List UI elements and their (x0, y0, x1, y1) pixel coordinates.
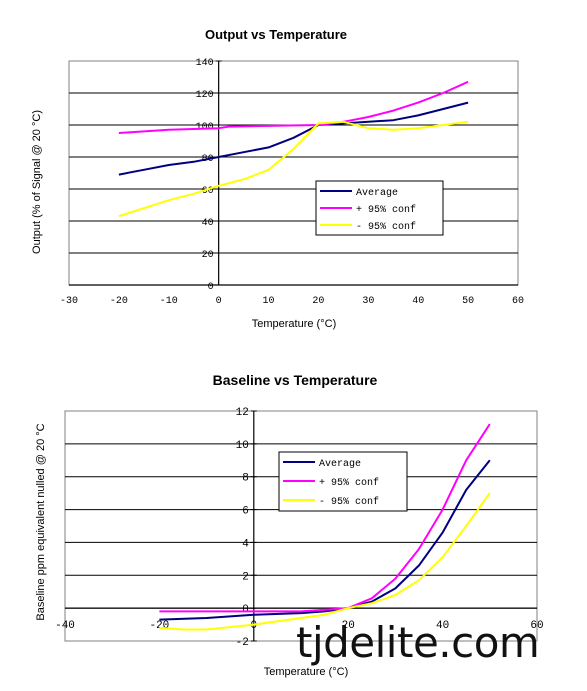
plot-area (64, 410, 538, 642)
legend-label: + 95% conf (356, 204, 416, 216)
y-tick-label: 0 (242, 604, 249, 616)
y-tick-label: 6 (242, 506, 249, 518)
legend-label: - 95% conf (356, 221, 416, 233)
series-line-95-conf (159, 423, 491, 613)
watermark-text: tjdelite.com (296, 618, 540, 667)
chart-title: Baseline vs Temperature (213, 372, 378, 388)
y-tick-label: 8 (242, 473, 249, 485)
legend-label: Average (319, 459, 361, 470)
series-line-95-conf (118, 120, 469, 218)
y-axis-label: Output (% of Signal @ 20 °C) (31, 110, 43, 254)
y-tick-label: -2 (236, 637, 249, 649)
chart-baseline-vs-temperature: Baseline vs Temperature -40 -20 0 20 40 60-20… (35, 372, 544, 678)
y-tick-label: 2 (242, 571, 249, 583)
chart-output-vs-temperature: Output vs Temperature -30 -20 -10 0 10 20 30 40… (31, 27, 524, 330)
chart-title: Output vs Temperature (205, 27, 347, 42)
y-tick-label: 120 (196, 90, 214, 101)
x-tick-label: -20 (149, 620, 169, 632)
x-tick-label: -20 (110, 296, 128, 307)
y-tick-label: 140 (196, 58, 214, 69)
y-tick-label: 4 (242, 538, 249, 550)
y-axis-label: Baseline ppm equivalent nulled @ 20 °C (35, 423, 47, 620)
y-tick-label: 10 (236, 440, 249, 452)
x-tick-label: -30 (60, 296, 78, 307)
x-tick-label: 40 (436, 620, 449, 632)
x-tick-label: 20 (342, 620, 355, 632)
x-axis-label: Temperature (°C) (252, 318, 336, 330)
y-tick-label: 100 (196, 122, 214, 133)
x-tick-label: 20 (312, 296, 324, 307)
x-axis-label: Temperature (°C) (264, 666, 348, 678)
legend-label: Average (356, 188, 398, 199)
x-tick-label: 0 (250, 620, 257, 632)
y-tick-label: 12 (236, 407, 249, 419)
x-tick-label: 60 (530, 620, 543, 632)
y-tick-label: 0 (208, 282, 214, 293)
x-tick-label: -10 (160, 296, 178, 307)
legend-label: + 95% conf (319, 477, 379, 489)
series-line-average (118, 101, 469, 176)
x-tick-label: -40 (55, 620, 75, 632)
plot-area (68, 60, 519, 286)
y-tick-label: 40 (202, 218, 214, 229)
series-line-95-conf (159, 492, 491, 631)
x-tick-label: 60 (512, 296, 524, 307)
x-tick-label: 30 (362, 296, 374, 307)
y-tick-label: 60 (202, 186, 214, 197)
x-tick-label: 50 (462, 296, 474, 307)
x-tick-label: 40 (412, 296, 424, 307)
legend-label: - 95% conf (319, 496, 379, 508)
x-tick-label: 0 (216, 296, 222, 307)
x-tick-label: 10 (263, 296, 275, 307)
y-tick-label: 20 (202, 250, 214, 261)
